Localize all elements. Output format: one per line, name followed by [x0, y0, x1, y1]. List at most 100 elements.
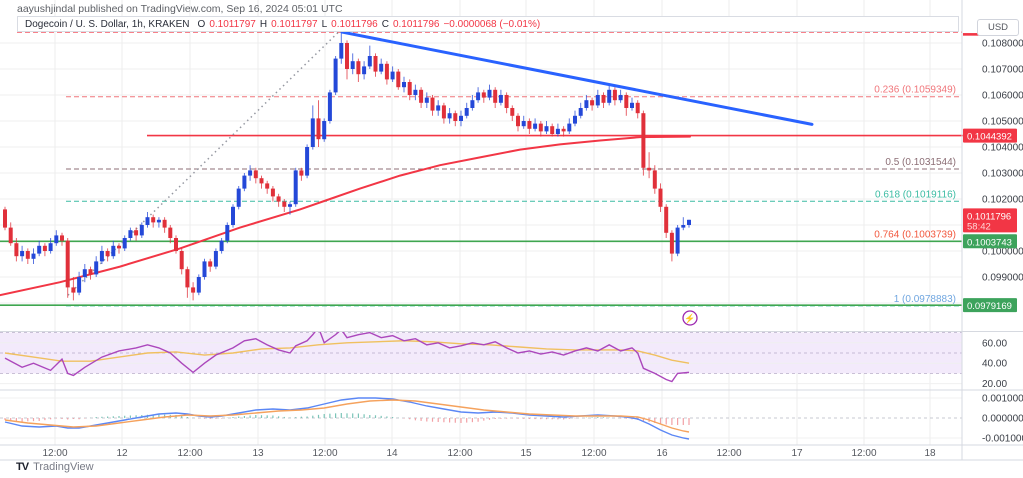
candle-body: [476, 92, 481, 101]
candle-body: [510, 108, 515, 116]
candle-body: [293, 170, 298, 205]
candle-body: [379, 63, 384, 72]
candle-body: [675, 227, 680, 254]
candle-body: [168, 227, 173, 238]
time-tick-label: 15: [520, 448, 532, 459]
ohlc-close-value: 0.1011796: [392, 18, 440, 30]
candle-body: [624, 95, 629, 108]
flash-icon: [682, 310, 698, 326]
time-tick-label: 12:00: [581, 448, 606, 459]
candle-body: [191, 287, 196, 293]
fib-retracement[interactable]: 0 (0.1084205)0.236 (0.1059349)0.5 (0.103…: [17, 20, 962, 307]
candle-body: [99, 251, 104, 262]
candle-body: [504, 95, 509, 108]
rsi-ma-line[interactable]: [4, 340, 690, 364]
rising-red-trend-ma[interactable]: [0, 135, 691, 297]
candle-body: [584, 100, 589, 108]
candle-body: [612, 89, 617, 101]
candle-body: [14, 243, 19, 257]
price-pane: [0, 28, 814, 301]
price-label-chip: [963, 208, 1017, 233]
candle-body: [299, 170, 304, 176]
candle-body: [441, 105, 446, 119]
tradingview-logo[interactable]: TV TradingView: [16, 461, 94, 473]
candle-body: [236, 188, 241, 207]
candle-body: [54, 235, 59, 244]
candle-body: [316, 118, 321, 140]
price-label-chip: [963, 234, 1017, 249]
candle-body: [430, 97, 435, 111]
ohlc-close-label: C: [381, 18, 389, 30]
candle-body: [607, 89, 612, 103]
candle-body: [527, 121, 532, 129]
fib-label: 0.618 (0.1019116): [875, 189, 956, 200]
time-scale[interactable]: 12:00 12 12:00 13 12:00 14 12:00 15 12:00 16 12:00…: [42, 448, 936, 459]
candle-body: [196, 277, 201, 293]
candle-body: [373, 56, 378, 72]
ohlc-high-label: H: [259, 18, 268, 30]
candle-body: [362, 66, 367, 75]
time-tick-label: 12:00: [42, 448, 67, 459]
candle-body: [345, 43, 349, 69]
candle-body: [384, 63, 389, 80]
candle-body: [590, 100, 595, 106]
candle-body: [356, 61, 361, 75]
candle-body: [179, 251, 184, 270]
descending-trendline[interactable]: [340, 30, 814, 126]
candle-body: [117, 245, 121, 249]
candle-body: [658, 188, 663, 207]
candle-body: [681, 225, 686, 228]
candle-body: [94, 261, 99, 275]
rsi-tick-label: 60.00: [982, 338, 1007, 349]
price-label-chip: [963, 298, 1017, 313]
candle-body: [305, 147, 310, 176]
price-chip-countdown: 58:42: [967, 221, 991, 232]
candle-body: [208, 261, 213, 267]
candle-body: [242, 175, 247, 189]
price-chip-value: 0.1011796: [967, 211, 1011, 222]
candle-body: [333, 58, 338, 93]
rsi-line[interactable]: [4, 328, 690, 383]
candle-body: [664, 206, 669, 233]
candle-body: [424, 97, 429, 103]
candle-body: [151, 217, 156, 223]
symbol-legend: Dogecoin / U. S. Dollar, 1h, KRAKEN O 0.1…: [17, 16, 959, 32]
fib-label: 0.764 (0.1003739): [874, 229, 956, 240]
candle-body: [413, 89, 418, 95]
candle-body: [25, 251, 30, 259]
candle-body: [630, 102, 634, 108]
candle-body: [647, 167, 652, 171]
candle-body: [202, 261, 207, 277]
symbol-title: Dogecoin / U. S. Dollar, 1h, KRAKEN: [25, 18, 190, 30]
tradingview-logo-text: TradingView: [33, 461, 94, 473]
macd-tick-label: 0.0000000: [982, 414, 1023, 425]
price-chip-value: 0.1003743: [967, 237, 1012, 248]
currency-toggle-button[interactable]: USD: [977, 19, 1019, 36]
flash-marker[interactable]: ⚡: [682, 310, 698, 326]
candle-body: [436, 105, 441, 111]
candle-body: [550, 126, 555, 134]
candle-body: [601, 95, 606, 103]
dotted-uptrend-line[interactable]: [67, 28, 343, 296]
time-tick-label: 18: [924, 448, 936, 459]
candle-body: [498, 95, 503, 103]
time-tick-label: 12: [116, 448, 128, 459]
candle-body: [350, 61, 355, 69]
candle-body: [248, 170, 253, 176]
ohlc-open-label: O: [197, 18, 206, 30]
macd-signal-line[interactable]: [4, 399, 690, 433]
candle-body: [77, 277, 82, 293]
candle-body: [453, 113, 458, 121]
time-tick-label: 17: [791, 448, 803, 459]
candle-body: [3, 209, 7, 228]
candle-body: [578, 108, 583, 116]
